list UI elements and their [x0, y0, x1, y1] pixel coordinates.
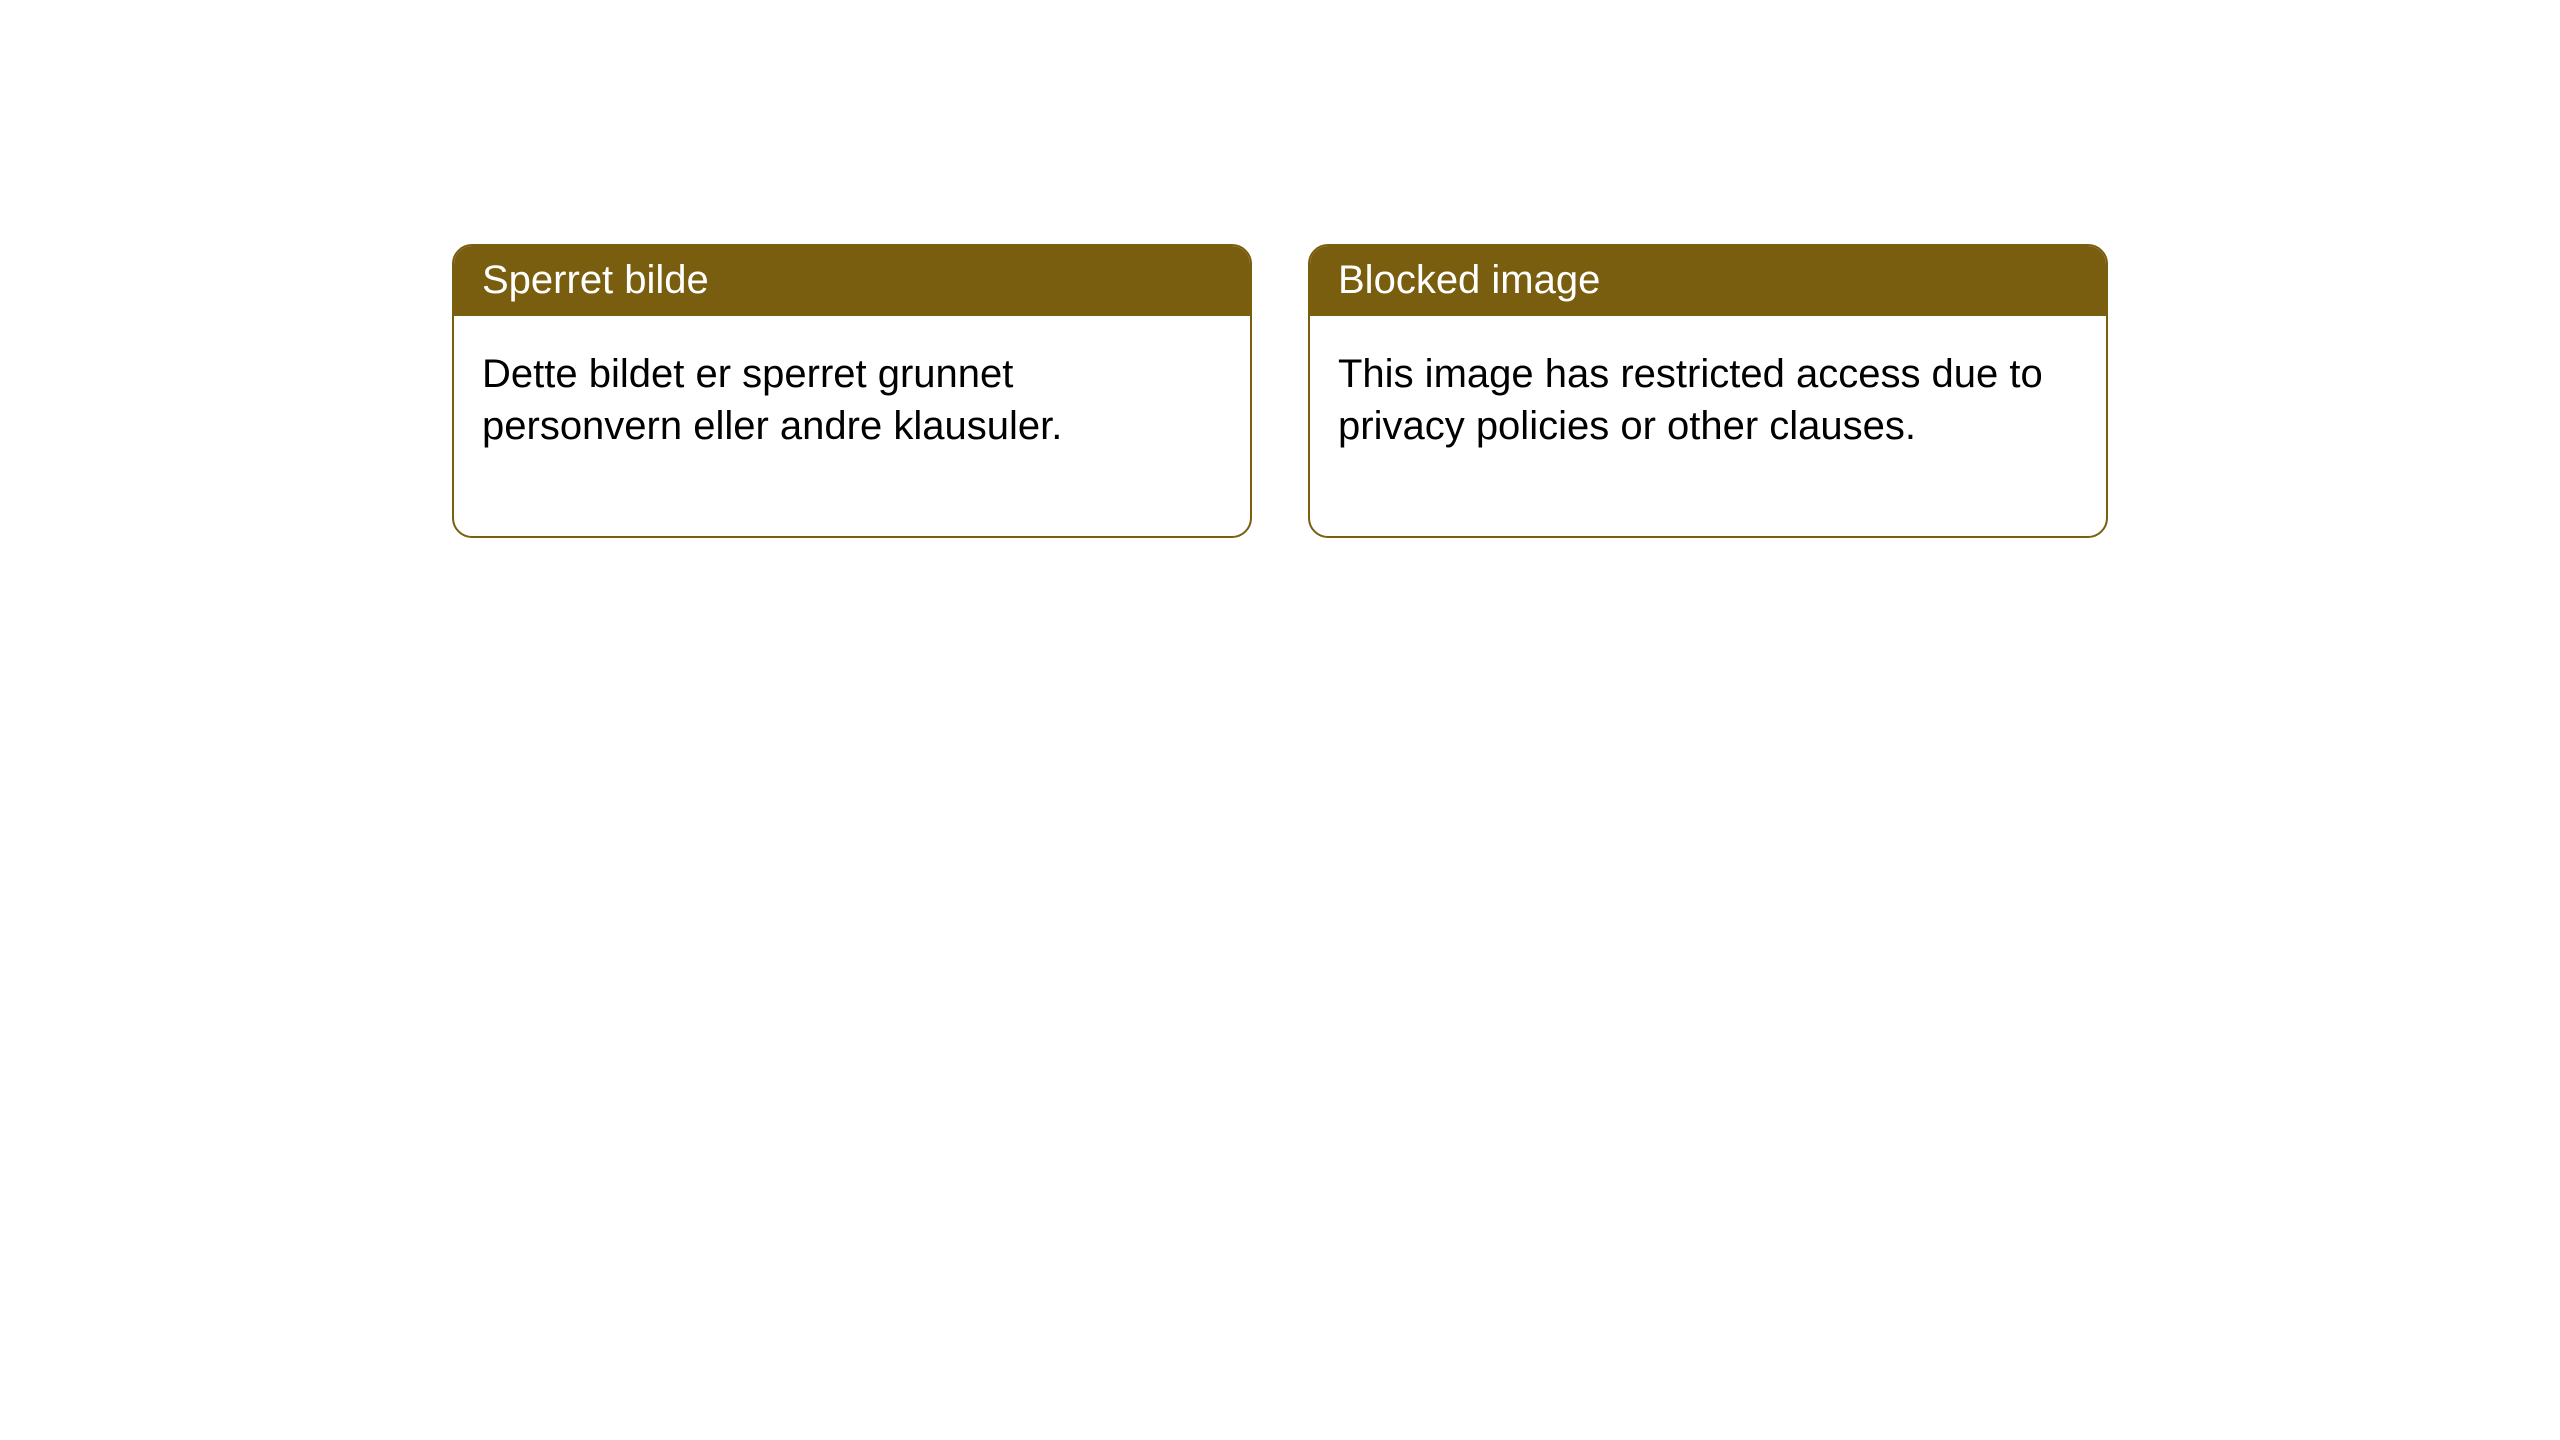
card-header: Sperret bilde [454, 246, 1250, 316]
cards-container: Sperret bilde Dette bildet er sperret gr… [0, 0, 2560, 538]
card-body-text: This image has restricted access due to … [1310, 316, 2106, 536]
blocked-image-card-no: Sperret bilde Dette bildet er sperret gr… [452, 244, 1252, 538]
blocked-image-card-en: Blocked image This image has restricted … [1308, 244, 2108, 538]
card-header: Blocked image [1310, 246, 2106, 316]
card-body-text: Dette bildet er sperret grunnet personve… [454, 316, 1250, 536]
